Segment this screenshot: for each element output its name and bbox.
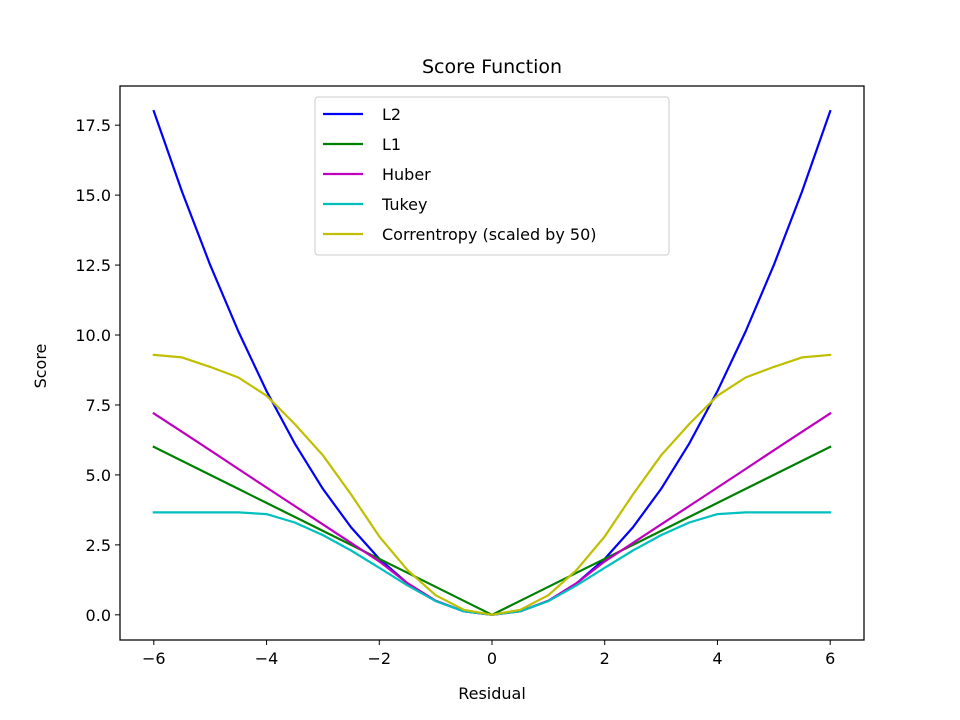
x-axis-label: Residual	[458, 684, 526, 703]
legend: L2 L1 Huber Tukey Correntropy (scaled by 50)	[314, 96, 670, 256]
y-tick-label: 15.0	[75, 186, 111, 205]
y-tick-label: 7.5	[86, 396, 111, 415]
x-tick-label: 6	[825, 649, 835, 668]
x-tick-label: −2	[367, 649, 391, 668]
y-tick-label: 0.0	[86, 606, 111, 625]
y-tick-label: 17.5	[75, 116, 111, 135]
legend-label: Huber	[382, 165, 431, 184]
series-line-4	[152, 353, 832, 616]
chart-title: Score Function	[422, 56, 562, 78]
x-axis: −6 −4 −2 0 2 4 6	[142, 640, 835, 668]
x-tick-label: −4	[255, 649, 279, 668]
y-tick-label: 12.5	[75, 256, 111, 275]
x-tick-label: 2	[600, 649, 610, 668]
x-tick-label: −6	[142, 649, 166, 668]
legend-box	[314, 96, 670, 256]
legend-label: Tukey	[381, 195, 428, 214]
legend-label: Correntropy (scaled by 50)	[382, 225, 597, 244]
legend-label: L2	[382, 105, 401, 124]
y-axis: 0.0 2.5 5.0 7.5 10.0 12.5 15.0 17.5	[75, 116, 120, 625]
y-tick-label: 5.0	[86, 466, 111, 485]
series-layer	[152, 109, 832, 616]
legend-label: L1	[382, 135, 401, 154]
x-tick-label: 0	[487, 649, 497, 668]
y-tick-label: 2.5	[86, 536, 111, 555]
y-tick-label: 10.0	[75, 326, 111, 345]
y-axis-label: Score	[31, 344, 50, 389]
x-tick-label: 4	[712, 649, 722, 668]
